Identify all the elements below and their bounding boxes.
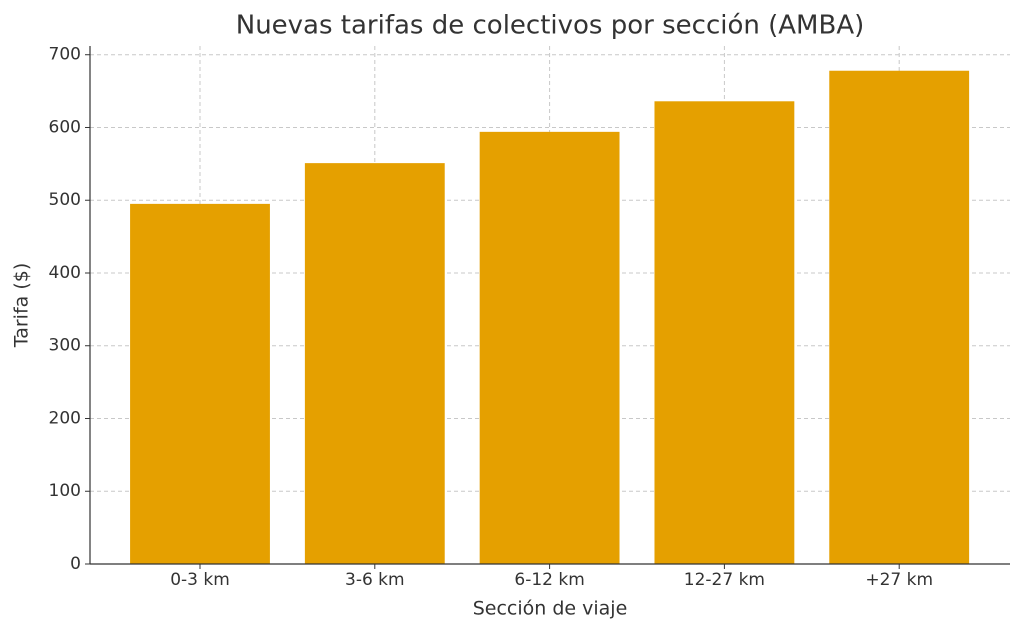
y-tick-label: 600	[49, 117, 81, 137]
bar	[304, 163, 445, 564]
y-tick-label: 400	[49, 263, 81, 283]
chart-title: Nuevas tarifas de colectivos por sección…	[236, 11, 865, 41]
x-tick-label: +27 km	[865, 570, 933, 590]
y-tick-label: 700	[49, 45, 81, 65]
x-tick-label: 12-27 km	[684, 570, 765, 590]
bar	[654, 101, 795, 564]
x-tick-label: 3-6 km	[345, 570, 405, 590]
y-tick-label: 0	[70, 554, 81, 574]
bar	[130, 203, 270, 564]
bar	[479, 131, 620, 564]
y-tick-label: 100	[49, 481, 81, 501]
y-tick-label: 200	[49, 408, 81, 428]
x-tick-label: 0-3 km	[170, 570, 230, 590]
x-axis-label: Sección de viaje	[473, 598, 628, 620]
x-tick-label: 6-12 km	[514, 570, 584, 590]
bar	[829, 70, 970, 564]
y-tick-label: 300	[49, 336, 81, 356]
y-tick-label: 500	[49, 190, 81, 210]
y-axis-label: Tarifa ($)	[11, 263, 33, 348]
